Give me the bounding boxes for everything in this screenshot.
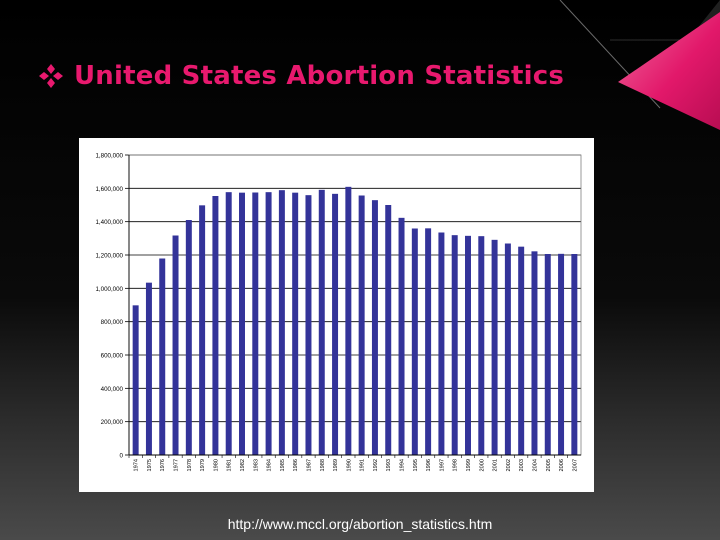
bar-2007	[571, 254, 578, 455]
y-tick-label: 1,600,000	[95, 186, 123, 193]
bar-chart: 0 200,000 400,000 600,000 800,000 1,000,000 1,…	[95, 153, 582, 471]
bar-1988	[318, 189, 325, 456]
bar-2000	[478, 236, 485, 455]
y-tick-label: 400,000	[101, 386, 124, 393]
x-tick-label: 2006	[559, 459, 565, 471]
y-tick-label: 0	[120, 453, 124, 460]
x-tick-label: 1983	[253, 459, 259, 471]
bar-1985	[278, 190, 285, 455]
bar-1982	[239, 192, 245, 455]
bar-1979	[199, 205, 206, 455]
x-tick-label: 1989	[333, 459, 339, 471]
bar-1991	[358, 195, 365, 455]
bar-2004	[531, 251, 538, 455]
x-tick-label: 2002	[506, 459, 512, 471]
x-tick-label: 2007	[572, 459, 578, 471]
bar-1987	[305, 195, 312, 455]
x-tick-label: 1984	[267, 459, 273, 471]
y-tick-label: 1,800,000	[95, 153, 123, 160]
x-tick-label: 1986	[293, 459, 299, 471]
x-tick-label: 1977	[174, 459, 180, 471]
bar-2002	[504, 243, 511, 455]
bar-1992	[371, 200, 378, 455]
four-diamond-bullet-icon	[39, 64, 63, 88]
x-tick-label: 1987	[306, 459, 312, 471]
source-url-link[interactable]: http://www.mccl.org/abortion_statistics.…	[227, 516, 493, 532]
x-tick-label: 1974	[134, 459, 140, 471]
bar-1993	[385, 205, 392, 455]
x-tick-label: 1981	[227, 459, 233, 471]
x-tick-label: 1982	[240, 459, 246, 471]
bar-2006	[558, 253, 565, 455]
bar-2001	[491, 239, 498, 455]
x-tick-label: 1991	[360, 459, 366, 471]
x-tick-label: 2005	[546, 459, 552, 471]
bar-1977	[172, 235, 179, 455]
x-tick-label: 1975	[147, 459, 153, 471]
y-axis-tick-labels: 0 200,000 400,000 600,000 800,000 1,000,000 1,…	[95, 153, 123, 460]
y-tick-label: 1,000,000	[95, 286, 123, 293]
x-axis-tick-labels: 1974 1975 1976 1977 1978 1979 1980 1981 1982 1983…	[134, 459, 579, 471]
x-tick-label: 1993	[386, 459, 392, 471]
bars	[132, 186, 578, 456]
x-tick-label: 1995	[413, 459, 419, 471]
axes	[125, 154, 582, 458]
slide-title: United States Abortion Statistics	[74, 61, 565, 91]
bar-1999	[465, 235, 471, 455]
x-tick-label: 2000	[479, 459, 485, 471]
bar-1986	[292, 192, 299, 455]
y-tick-label: 200,000	[101, 419, 124, 426]
x-tick-label: 1994	[400, 459, 406, 471]
y-tick-label: 1,200,000	[95, 253, 123, 260]
bar-1978	[185, 220, 192, 455]
slide-title-row: United States Abortion Statistics	[38, 56, 564, 96]
y-tick-label: 800,000	[101, 319, 124, 326]
bar-1998	[451, 235, 458, 455]
bar-2005	[544, 254, 551, 455]
x-tick-label: 1976	[160, 459, 166, 471]
x-tick-label: 2003	[519, 459, 525, 471]
bar-1994	[398, 217, 405, 455]
x-tick-label: 1980	[213, 459, 219, 471]
bar-1983	[252, 192, 259, 455]
bar-1980	[212, 196, 219, 455]
x-tick-label: 1988	[320, 459, 326, 471]
y-tick-label: 600,000	[101, 353, 124, 360]
bar-1996	[425, 228, 432, 455]
bar-1975	[145, 282, 152, 455]
x-tick-label: 2001	[493, 459, 499, 471]
y-tick-label: 1,400,000	[95, 219, 123, 226]
x-tick-label: 1997	[439, 459, 445, 471]
bar-1974	[132, 305, 139, 455]
x-tick-label: 1979	[200, 459, 206, 471]
x-tick-label: 1985	[280, 459, 286, 471]
bar-1984	[265, 192, 272, 455]
bar-1990	[345, 186, 352, 456]
bar-2003	[518, 246, 525, 455]
gridlines	[129, 154, 581, 423]
bar-1981	[225, 192, 232, 455]
bar-1976	[159, 258, 166, 455]
bar-1989	[332, 193, 339, 456]
chart-panel: 0 200,000 400,000 600,000 800,000 1,000,000 1,…	[79, 138, 594, 492]
x-tick-label: 1978	[187, 459, 193, 471]
x-tick-label: 1990	[346, 459, 352, 471]
x-tick-label: 1996	[426, 459, 432, 471]
x-tick-label: 1998	[453, 459, 459, 471]
plot-frame	[128, 154, 582, 456]
bar-1997	[438, 232, 445, 455]
x-tick-label: 1992	[373, 459, 379, 471]
bar-1995	[411, 228, 418, 455]
x-tick-label: 1999	[466, 459, 472, 471]
x-tick-label: 2004	[532, 459, 538, 471]
